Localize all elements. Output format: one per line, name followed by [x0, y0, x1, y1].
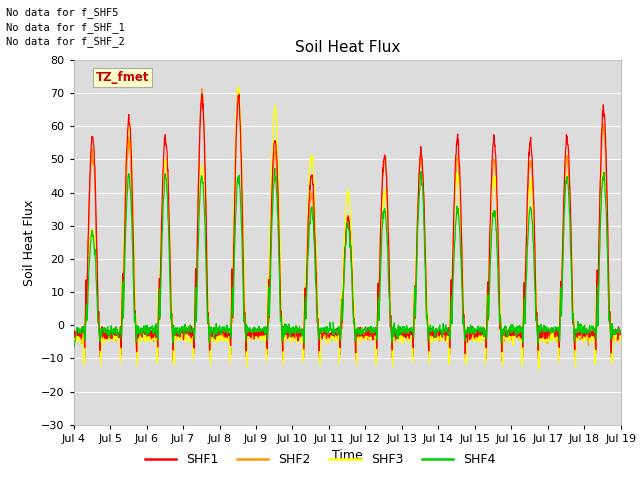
Text: TZ_fmet: TZ_fmet	[95, 71, 149, 84]
Text: No data for f_SHF_1: No data for f_SHF_1	[6, 22, 125, 33]
Text: No data for f_SHF_2: No data for f_SHF_2	[6, 36, 125, 47]
Text: No data for f_SHF5: No data for f_SHF5	[6, 7, 119, 18]
X-axis label: Time: Time	[332, 449, 363, 462]
Title: Soil Heat Flux: Soil Heat Flux	[294, 40, 400, 55]
Y-axis label: Soil Heat Flux: Soil Heat Flux	[22, 199, 35, 286]
Legend: SHF1, SHF2, SHF3, SHF4: SHF1, SHF2, SHF3, SHF4	[140, 448, 500, 471]
